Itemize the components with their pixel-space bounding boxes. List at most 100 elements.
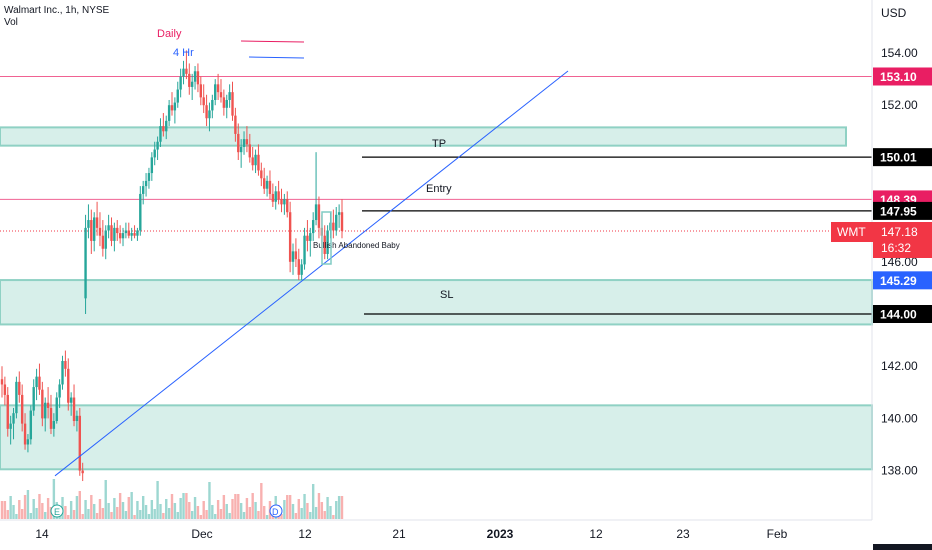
volume-bar xyxy=(12,505,15,519)
candle-body xyxy=(49,407,53,429)
volume-bar xyxy=(179,498,182,519)
volume-bar xyxy=(283,500,286,519)
candle-body xyxy=(179,76,182,90)
price-tick-label: 146.00 xyxy=(881,255,918,269)
candle-body xyxy=(133,233,136,236)
volume-bar xyxy=(139,510,142,519)
daily-legend-line xyxy=(240,40,305,43)
levels-layer xyxy=(0,75,872,315)
candle-body xyxy=(20,394,24,424)
h4-legend-line xyxy=(248,56,305,59)
candle-body xyxy=(268,180,272,194)
candle-body xyxy=(251,157,254,166)
volume-bar xyxy=(288,495,292,519)
candle-body xyxy=(52,421,56,429)
price-tag-bg xyxy=(873,305,932,323)
volume-bar xyxy=(121,502,125,519)
trendline[interactable] xyxy=(54,70,569,477)
candle-body xyxy=(231,92,234,116)
candle-body xyxy=(116,227,119,234)
volume-bar xyxy=(337,496,341,519)
candle-body xyxy=(182,68,185,77)
volume-bar xyxy=(222,495,226,519)
candle-body xyxy=(277,191,280,200)
volume-bar xyxy=(133,515,136,519)
candle-body xyxy=(202,97,205,106)
candle-body xyxy=(165,120,168,132)
volume-bar xyxy=(202,501,205,519)
price-tag-bg xyxy=(873,271,932,290)
volume-bar xyxy=(162,513,165,519)
price-tag-bg xyxy=(873,67,932,86)
volume-bar xyxy=(208,482,211,519)
candle-body xyxy=(124,230,128,234)
candle-body xyxy=(263,178,266,189)
volume-bar xyxy=(87,509,90,519)
volume-bar xyxy=(311,484,315,519)
time-axis[interactable]: 14 Dec 12 21 2023 12 23 Feb xyxy=(35,527,787,541)
volume-bar xyxy=(297,499,300,519)
candle-body xyxy=(110,225,113,241)
candle-body xyxy=(153,149,156,158)
volume-bar xyxy=(170,494,174,519)
price-tag-label: 153.10 xyxy=(880,70,917,84)
earnings-marker[interactable]: E xyxy=(50,504,64,518)
volume-bar xyxy=(78,491,81,519)
dividend-marker[interactable]: D xyxy=(269,504,283,518)
candle-body xyxy=(35,376,38,388)
candle-body xyxy=(199,84,203,98)
volume-bar xyxy=(3,501,7,519)
candle-body xyxy=(309,233,312,241)
volume-bar xyxy=(116,507,119,519)
candle-body xyxy=(38,376,41,390)
candle-body xyxy=(32,387,35,411)
volume-bar xyxy=(234,494,237,519)
volume-bar xyxy=(46,498,50,519)
volume-bar xyxy=(113,498,116,519)
volume-bar xyxy=(231,499,234,519)
volume-label: Vol xyxy=(4,17,18,28)
volume-bar xyxy=(93,504,96,519)
volume-bar xyxy=(69,501,73,519)
volume-bar xyxy=(9,496,12,519)
volume-bar xyxy=(110,512,113,519)
volume-bar xyxy=(81,514,84,519)
candle-body xyxy=(170,105,174,111)
volume-bar xyxy=(124,511,128,519)
pattern-label: Bullish Abandoned Baby xyxy=(313,241,400,250)
earnings-letter: E xyxy=(54,507,60,517)
volume-bar xyxy=(38,494,41,519)
candle-body xyxy=(156,141,159,150)
volume-bar xyxy=(52,479,56,519)
time-tick-label: Feb xyxy=(767,527,788,541)
candle-body xyxy=(167,105,171,121)
volume-bar xyxy=(101,508,105,519)
volume-bar xyxy=(167,508,171,519)
candle-body xyxy=(90,220,93,241)
candle-body xyxy=(15,381,18,414)
volume-bar xyxy=(263,506,266,519)
candle-body xyxy=(283,199,286,205)
countdown: 16:32 xyxy=(881,241,911,255)
candle-body xyxy=(265,180,269,189)
volume-bar xyxy=(332,515,335,519)
volume-bar xyxy=(257,511,260,519)
candle-body xyxy=(314,204,318,221)
candle-body xyxy=(216,84,220,93)
candle-body xyxy=(311,220,315,234)
price-tag-label: 147.95 xyxy=(880,204,917,218)
volume-bar xyxy=(320,502,324,519)
price-axis[interactable]: 154.00 152.00 146.00 142.00 140.00 138.00 xyxy=(881,46,918,478)
candle-body xyxy=(280,199,283,205)
candle-body xyxy=(78,415,81,471)
volume-bar xyxy=(95,513,99,519)
candle-body xyxy=(81,470,84,474)
volume-bar xyxy=(317,493,321,519)
volume-bar xyxy=(67,515,70,519)
time-tick-label: 21 xyxy=(392,527,406,541)
candle-body xyxy=(300,264,303,275)
candle-body xyxy=(205,105,208,119)
time-tick-label: Dec xyxy=(191,527,212,541)
volume-bar xyxy=(286,495,289,519)
